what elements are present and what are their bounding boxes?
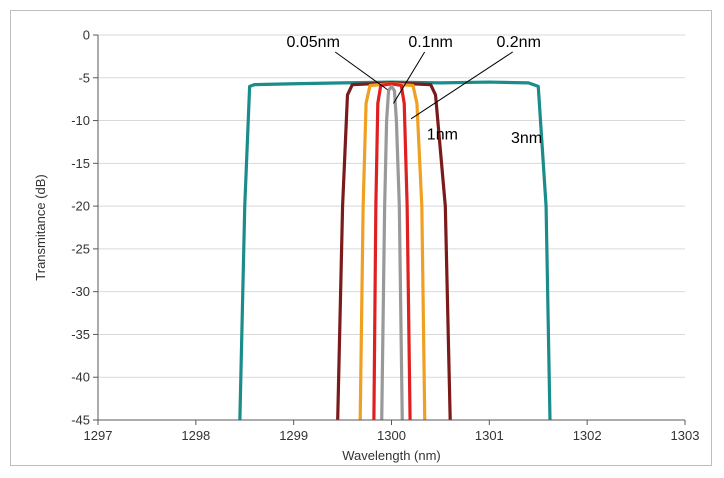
y-axis-title: Transmitance (dB) [33, 174, 48, 280]
annotation-label: 0.05nm [287, 34, 340, 51]
y-tick-label: -40 [71, 370, 90, 385]
chart-container: 0 -5 -10 -15 -20 -25 -30 -35 -40 -45 1297 1298 1299 1… [10, 10, 712, 466]
annotation-label: 3nm [511, 130, 542, 147]
x-tick-label: 1303 [671, 428, 700, 443]
x-tick-label: 1302 [573, 428, 602, 443]
y-tick-label: -20 [71, 199, 90, 214]
x-tick-label: 1300 [377, 428, 406, 443]
series-lines [238, 80, 552, 421]
series-line-3nm [238, 80, 552, 421]
annotation-arrow [334, 51, 388, 91]
x-tick-label: 1301 [475, 428, 504, 443]
series-line-0-1nm [372, 82, 412, 421]
x-tick-label: 1297 [84, 428, 113, 443]
series-line-0-2nm [358, 82, 427, 421]
y-tick-label: -30 [71, 284, 90, 299]
annotations: 0.05nm 0.1nm 0.2nm 1nm 3nm [287, 34, 543, 147]
y-tick-label: -15 [71, 156, 90, 171]
annotation-arrow [393, 51, 426, 104]
annotation-arrow [410, 51, 513, 120]
annotation-label: 0.2nm [496, 34, 540, 51]
y-tick-label: 0 [83, 28, 90, 43]
y-tick-label: -35 [71, 327, 90, 342]
y-tick-label: -45 [71, 413, 90, 428]
series-line-0-05nm [380, 84, 404, 421]
x-tick-label: 1298 [181, 428, 210, 443]
y-tick-label: -10 [71, 113, 90, 128]
annotation-label: 0.1nm [408, 34, 452, 51]
y-tick-label: -5 [78, 70, 90, 85]
grid-lines [98, 34, 685, 378]
annotation-label: 1nm [427, 126, 458, 143]
x-tick-label: 1299 [279, 428, 308, 443]
y-tick-label: -25 [71, 241, 90, 256]
x-axis-title: Wavelength (nm) [342, 448, 441, 463]
